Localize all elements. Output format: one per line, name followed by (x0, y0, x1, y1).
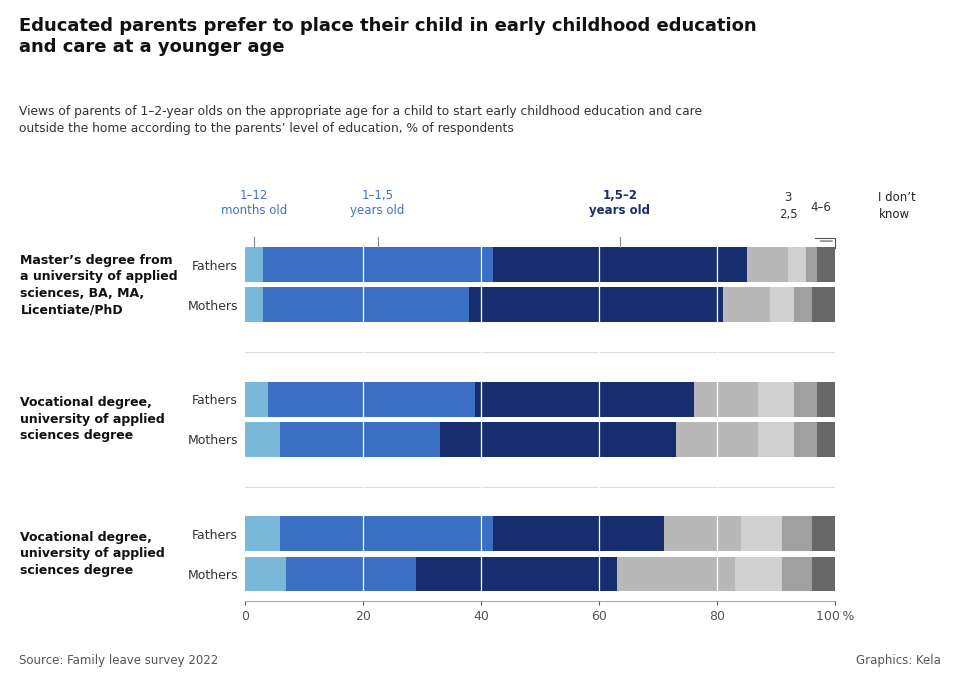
Text: 4–6: 4–6 (810, 201, 830, 214)
Bar (492, 247, 747, 282)
Bar (492, 516, 664, 551)
Text: Graphics: Kela: Graphics: Kela (856, 654, 941, 667)
Bar (245, 516, 280, 551)
Bar (245, 422, 280, 457)
Bar (416, 557, 616, 591)
Text: 1–12: 1–12 (239, 189, 268, 202)
Text: Master’s degree from
a university of applied
sciences, BA, MA,
Licentiate/PhD: Master’s degree from a university of app… (20, 253, 178, 316)
Text: years old: years old (589, 204, 650, 217)
Bar (280, 422, 440, 457)
Bar (782, 557, 811, 591)
Text: Source: Family leave survey 2022: Source: Family leave survey 2022 (19, 654, 219, 667)
Bar (811, 516, 835, 551)
Bar (758, 422, 794, 457)
Bar (770, 287, 794, 323)
Bar (811, 557, 835, 591)
Bar (245, 557, 286, 591)
Bar (811, 287, 835, 323)
Bar (782, 516, 811, 551)
Bar (805, 247, 818, 282)
Bar (818, 382, 835, 417)
Bar (818, 247, 835, 282)
Bar (741, 516, 782, 551)
Text: Views of parents of 1–2-year olds on the appropriate age for a child to start ea: Views of parents of 1–2-year olds on the… (19, 105, 702, 135)
Bar (469, 287, 723, 323)
Text: months old: months old (221, 204, 287, 217)
Bar (245, 247, 262, 282)
Bar (734, 557, 782, 591)
Bar (262, 287, 469, 323)
Bar (245, 382, 269, 417)
Bar (286, 557, 416, 591)
Bar (818, 422, 835, 457)
Text: 1–1,5: 1–1,5 (362, 189, 394, 202)
Bar (245, 287, 262, 323)
Bar (262, 247, 492, 282)
Bar (788, 247, 805, 282)
Bar (616, 557, 734, 591)
Bar (794, 287, 811, 323)
Bar (664, 516, 741, 551)
Bar (758, 382, 794, 417)
Text: know: know (878, 208, 909, 221)
Bar (269, 382, 475, 417)
Bar (676, 422, 758, 457)
Text: 3: 3 (784, 191, 792, 204)
Text: 2,5: 2,5 (779, 208, 798, 221)
Bar (693, 382, 758, 417)
Text: years old: years old (350, 204, 405, 217)
Bar (747, 247, 788, 282)
Bar (794, 422, 818, 457)
Bar (280, 516, 492, 551)
Text: Vocational degree,
university of applied
sciences degree: Vocational degree, university of applied… (20, 531, 165, 577)
Text: I don’t: I don’t (878, 191, 916, 204)
Bar (440, 422, 676, 457)
Bar (723, 287, 770, 323)
Bar (794, 382, 818, 417)
Text: Vocational degree,
university of applied
sciences degree: Vocational degree, university of applied… (20, 397, 165, 442)
Bar (475, 382, 693, 417)
Text: 1,5–2: 1,5–2 (602, 189, 637, 202)
Text: Educated parents prefer to place their child in early childhood education
and ca: Educated parents prefer to place their c… (19, 17, 756, 56)
